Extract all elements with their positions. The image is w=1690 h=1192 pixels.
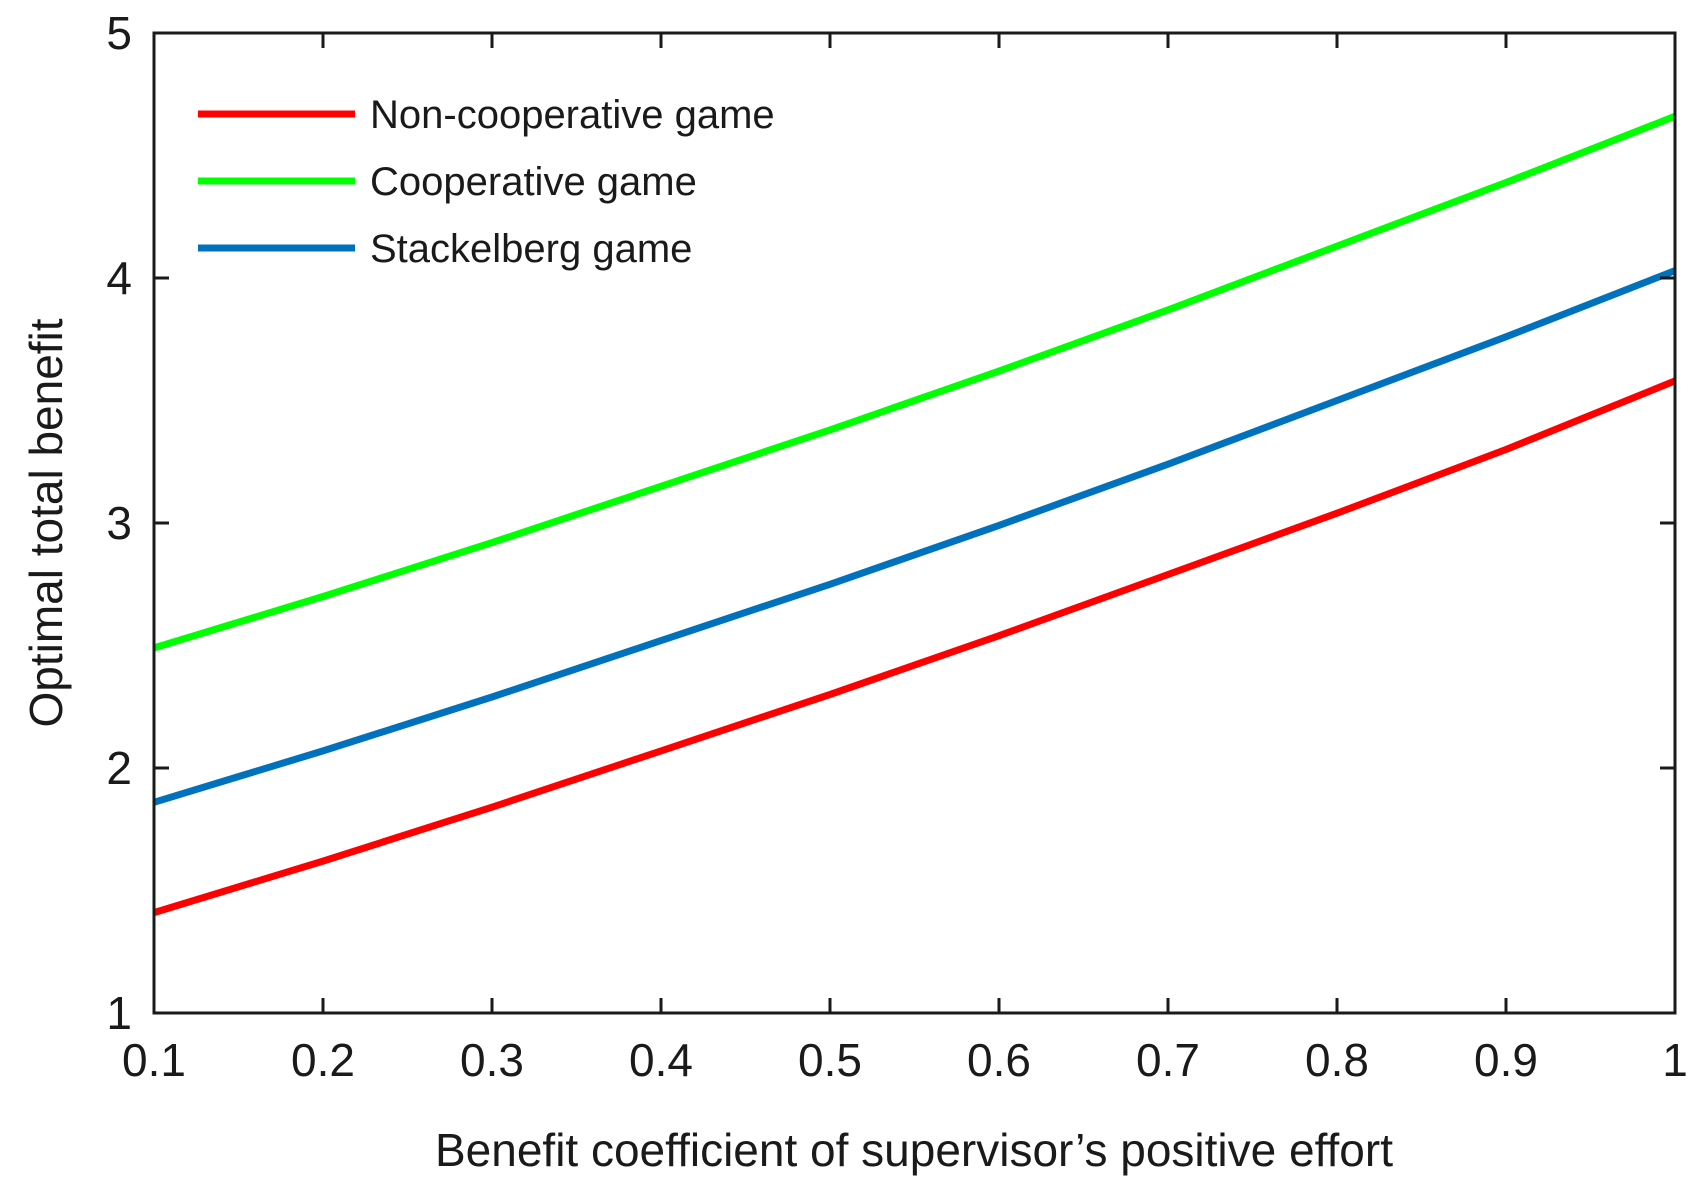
x-tick-label: 0.6 bbox=[967, 1034, 1031, 1086]
x-tick-label: 0.8 bbox=[1305, 1034, 1369, 1086]
x-axis: 0.1 0.2 0.3 0.4 0.5 0.6 0.7 0.8 0.9 1 bbox=[122, 33, 1688, 1086]
x-tick-label: 0.3 bbox=[460, 1034, 524, 1086]
legend-label: Non-cooperative game bbox=[370, 93, 775, 137]
x-tick-label: 0.7 bbox=[1136, 1034, 1200, 1086]
y-tick-label: 2 bbox=[106, 742, 132, 794]
y-axis-title: Optimal total benefit bbox=[20, 318, 72, 727]
legend: Non-cooperative game Cooperative game Stac… bbox=[198, 93, 775, 271]
legend-label: Stackelberg game bbox=[370, 227, 692, 271]
y-axis: 1 2 3 4 5 bbox=[106, 7, 1675, 1039]
x-tick-label: 0.1 bbox=[122, 1034, 186, 1086]
x-tick-label: 0.4 bbox=[629, 1034, 693, 1086]
x-tick-label: 0.5 bbox=[798, 1034, 862, 1086]
x-tick-label: 0.9 bbox=[1474, 1034, 1538, 1086]
series-line-non-cooperative-game bbox=[152, 377, 1677, 916]
series-lines bbox=[152, 113, 1677, 916]
x-axis-title: Benefit coefficient of supervisor’s posi… bbox=[435, 1124, 1393, 1176]
y-tick-label: 3 bbox=[106, 497, 132, 549]
y-tick-label: 4 bbox=[106, 252, 132, 304]
legend-label: Cooperative game bbox=[370, 160, 697, 204]
x-tick-label: 1 bbox=[1662, 1034, 1688, 1086]
x-tick-label: 0.2 bbox=[291, 1034, 355, 1086]
series-line-stackelberg-game bbox=[152, 267, 1677, 806]
y-tick-label: 1 bbox=[106, 987, 132, 1039]
y-tick-label: 5 bbox=[106, 7, 132, 59]
series-line-cooperative-game bbox=[152, 113, 1677, 652]
